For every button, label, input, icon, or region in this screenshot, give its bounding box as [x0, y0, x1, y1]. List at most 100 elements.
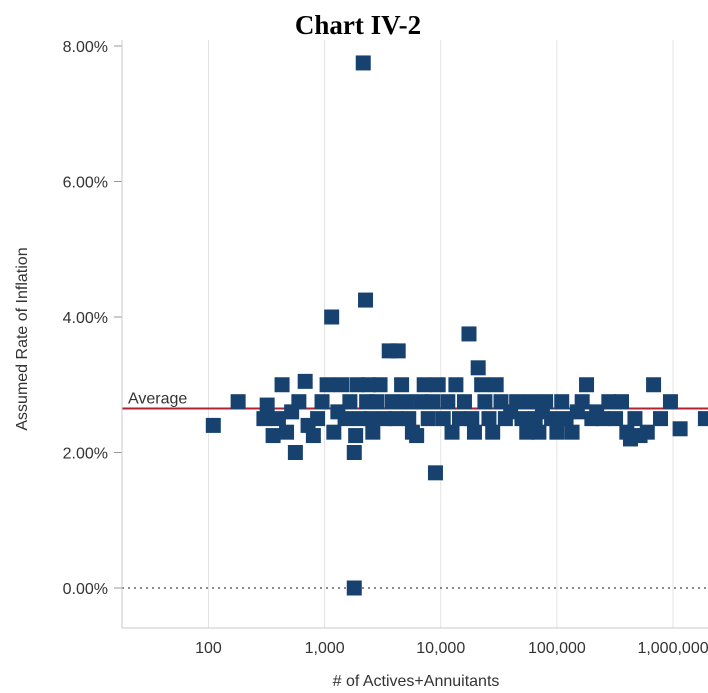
- data-point: [324, 309, 340, 325]
- data-point: [413, 394, 429, 410]
- y-tick-label: 4.00%: [63, 310, 108, 327]
- data-point: [401, 411, 417, 427]
- y-tick-label: 2.00%: [63, 446, 108, 463]
- data-point: [639, 424, 655, 440]
- data-point: [531, 424, 547, 440]
- data-point: [697, 411, 708, 427]
- data-point: [398, 394, 414, 410]
- data-point: [452, 411, 468, 427]
- data-point: [342, 394, 358, 410]
- data-point: [409, 428, 425, 444]
- data-point: [205, 417, 221, 433]
- data-point: [388, 411, 404, 427]
- data-point: [355, 55, 371, 71]
- grid-lines: [207, 40, 674, 628]
- data-point: [346, 580, 362, 596]
- y-tick-label: 0.00%: [63, 581, 108, 598]
- chart-title: Chart IV-2: [295, 10, 421, 40]
- axes: 100 1,000 10,000 100,000 1,000,000 0.00% 2.00%…: [63, 39, 708, 657]
- data-point: [337, 411, 353, 427]
- data-point: [279, 424, 295, 440]
- data-point: [672, 421, 688, 437]
- data-point: [653, 411, 669, 427]
- average-label: Average: [128, 390, 187, 407]
- data-point: [348, 428, 364, 444]
- x-tick-label: 10,000: [416, 640, 465, 657]
- data-point: [390, 343, 406, 359]
- data-point: [274, 377, 290, 393]
- data-point: [466, 424, 482, 440]
- data-point: [470, 360, 486, 376]
- data-point: [305, 428, 321, 444]
- data-points: [205, 55, 708, 596]
- data-point: [349, 377, 365, 393]
- data-point: [564, 424, 580, 440]
- y-axis-label: Assumed Rate of Inflation: [14, 247, 31, 430]
- data-point: [427, 465, 443, 481]
- data-point: [372, 377, 388, 393]
- data-point: [346, 445, 362, 460]
- data-point: [420, 411, 436, 427]
- data-point: [319, 377, 335, 393]
- data-point: [523, 394, 539, 410]
- y-tick-label: 6.00%: [63, 175, 108, 192]
- data-point: [440, 394, 456, 410]
- data-point: [509, 394, 525, 410]
- data-point: [579, 377, 595, 393]
- data-point: [662, 394, 678, 410]
- x-tick-label: 100,000: [528, 640, 586, 657]
- data-point: [488, 377, 504, 393]
- x-tick-label: 100: [195, 640, 222, 657]
- data-point: [291, 394, 307, 410]
- data-point: [365, 424, 381, 440]
- data-point: [256, 411, 272, 427]
- data-point: [326, 424, 342, 440]
- data-point: [549, 424, 565, 440]
- y-tick-label: 8.00%: [63, 39, 108, 56]
- data-point: [270, 411, 286, 427]
- data-point: [514, 411, 530, 427]
- data-point: [554, 394, 570, 410]
- data-point: [477, 394, 493, 410]
- data-point: [485, 424, 501, 440]
- data-point: [369, 394, 385, 410]
- data-point: [287, 445, 303, 460]
- data-point: [310, 411, 326, 427]
- data-point: [394, 377, 410, 393]
- data-point: [259, 397, 275, 413]
- data-point: [435, 411, 451, 427]
- data-point: [384, 394, 400, 410]
- data-point: [646, 377, 662, 393]
- data-point: [464, 411, 480, 427]
- data-point: [608, 411, 624, 427]
- data-point: [334, 377, 350, 393]
- data-point: [574, 394, 590, 410]
- data-point: [544, 411, 560, 427]
- data-point: [456, 394, 472, 410]
- data-point: [352, 411, 368, 427]
- x-tick-label: 1,000: [305, 640, 345, 657]
- data-point: [519, 424, 535, 440]
- x-axis-label: # of Actives+Annuitants: [333, 673, 500, 690]
- data-point: [297, 373, 313, 389]
- data-point: [474, 377, 490, 393]
- data-point: [314, 394, 330, 410]
- data-point: [230, 394, 246, 410]
- data-point: [558, 411, 574, 427]
- data-point: [538, 394, 554, 410]
- data-point: [430, 377, 446, 393]
- data-point: [444, 424, 460, 440]
- data-point: [481, 411, 497, 427]
- data-point: [448, 377, 464, 393]
- data-point: [601, 394, 617, 410]
- data-point: [363, 411, 379, 427]
- x-tick-label: 1,000,000: [637, 640, 708, 657]
- data-point: [361, 377, 377, 393]
- data-point: [265, 428, 281, 444]
- data-point: [627, 411, 643, 427]
- data-point: [416, 377, 432, 393]
- data-point: [614, 394, 630, 410]
- data-point: [595, 411, 611, 427]
- data-point: [461, 326, 477, 342]
